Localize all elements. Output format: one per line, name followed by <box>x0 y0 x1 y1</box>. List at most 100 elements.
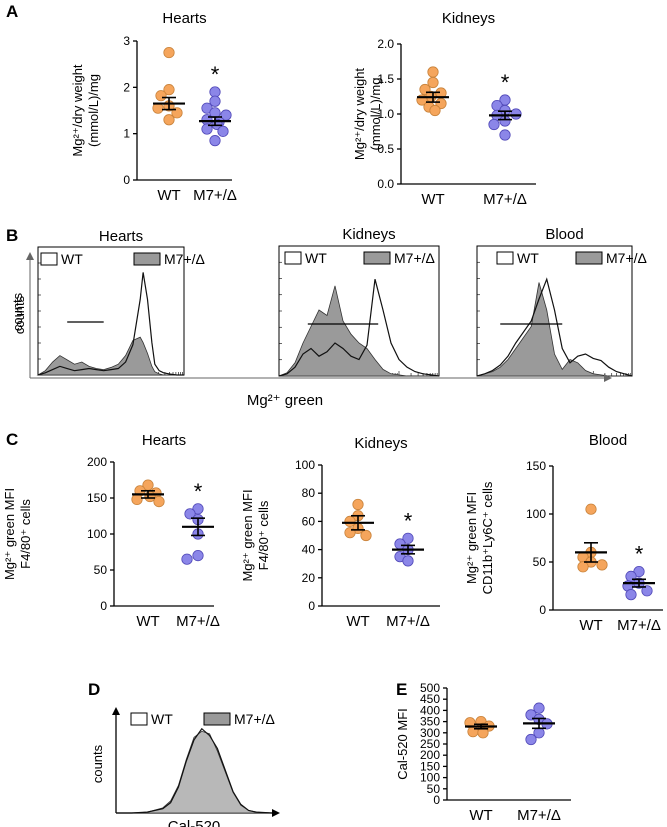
panel-label-e: E <box>396 680 407 699</box>
legend-label-m7: M7+/Δ <box>234 711 275 727</box>
histogram-b3: Blood WT M7+/Δ <box>476 226 647 377</box>
chart-title: Kidneys <box>354 435 407 452</box>
data-point-m7 <box>201 123 213 135</box>
chart-title: Kidneys <box>442 10 495 27</box>
y-tick-label: 50 <box>94 563 108 577</box>
data-point-wt <box>163 46 175 59</box>
y-axis-label-line: Mg²⁺/dry weight <box>70 64 85 156</box>
x-category-label: WT <box>136 613 159 630</box>
data-point-m7 <box>488 118 500 131</box>
histogram-title: Hearts <box>99 228 143 245</box>
series-m7-area <box>116 730 273 814</box>
y-tick-label: 40 <box>302 543 316 557</box>
y-axis-label-line: F4/80⁺ cells <box>18 499 33 569</box>
y-tick-label: 50 <box>427 782 441 796</box>
y-tick-label: 1.5 <box>377 72 394 86</box>
panel-label-b: B <box>6 226 18 245</box>
chart-title: Hearts <box>162 10 206 27</box>
legend-swatch-m7 <box>575 251 603 265</box>
data-point-m7 <box>181 553 193 565</box>
y-axis-label: Mg²⁺/dry weight(mmol/L)/mg <box>352 68 383 160</box>
legend-swatch-m7 <box>133 252 161 266</box>
x-category-label: WT <box>579 617 602 634</box>
x-category-label: WT <box>421 191 444 208</box>
y-tick-label: 1 <box>123 127 130 141</box>
data-point-m7 <box>201 114 213 126</box>
y-tick-label: 200 <box>420 748 440 762</box>
legend-label-m7: M7+/Δ <box>164 251 205 267</box>
significance-star: * <box>404 508 413 533</box>
histogram-title: Kidneys <box>342 226 395 243</box>
y-tick-label: 500 <box>420 681 440 695</box>
x-axis-arrow <box>272 809 280 817</box>
series-wt-line <box>37 272 184 376</box>
significance-star: * <box>635 542 644 567</box>
chart-title: Hearts <box>142 432 186 449</box>
y-axis-label: Mg²⁺ green MFIF4/80⁺ cells <box>240 489 271 581</box>
data-point-m7 <box>402 555 414 567</box>
y-tick-label: 100 <box>420 771 440 785</box>
histogram-b1: Hearts WT M7+/Δ counts <box>12 228 205 376</box>
x-category-label: M7+/Δ <box>483 191 527 208</box>
x-category-label: M7+/Δ <box>386 613 430 630</box>
legend-swatch-wt <box>284 251 302 265</box>
plots-layer: Hearts 0 1 2 3 Mg²⁺/dry weight(mmol/L)/mg WT M7… <box>2 10 663 827</box>
data-point-m7 <box>184 508 196 520</box>
panel-label-c: C <box>6 430 18 449</box>
y-axis-label-line: Mg²⁺ green MFI <box>464 492 479 584</box>
legend-label-m7: M7+/Δ <box>606 250 647 266</box>
y-tick-label: 0 <box>100 599 107 613</box>
panel-label-a: A <box>6 2 18 21</box>
y-axis-label-line: Cal-520 MFI <box>395 708 410 780</box>
x-category-label: WT <box>157 187 180 204</box>
data-point-wt <box>163 114 175 126</box>
histogram-b2: Kidneys WT M7+/Δ <box>278 226 440 377</box>
x-category-label: M7+/Δ <box>617 617 661 634</box>
y-tick-label: 150 <box>526 459 546 473</box>
data-point-wt <box>352 498 364 511</box>
counts-label: counts <box>10 292 25 331</box>
counts-axis-arrow <box>26 252 34 260</box>
data-point-wt <box>163 84 175 96</box>
series-wt-line <box>476 277 633 377</box>
data-point-wt <box>153 495 165 508</box>
chart-c3: Blood 0 50 100 150 Mg²⁺ green MFICD11b⁺Ly6C⁺ … <box>464 432 663 634</box>
y-tick-label: 2 <box>123 80 130 94</box>
data-point-wt <box>585 503 597 515</box>
legend-swatch-wt <box>130 712 148 726</box>
y-axis-label: Mg²⁺/dry weight(mmol/L)/mg <box>70 64 101 156</box>
y-tick-label: 0 <box>308 599 315 613</box>
histogram-d: WT M7+/Δ counts Cal-520 <box>90 707 280 827</box>
y-axis-label-line: CD11b⁺Ly6C⁺ cells <box>480 481 495 594</box>
series-wt-line <box>278 279 440 377</box>
legend-label-wt: WT <box>305 250 327 266</box>
y-tick-label: 80 <box>302 486 316 500</box>
legend-swatch-wt <box>496 251 514 265</box>
y-tick-label: 150 <box>420 759 440 773</box>
legend-swatch-m7 <box>203 712 231 726</box>
data-point-wt <box>427 66 439 78</box>
legend-label-m7: M7+/Δ <box>394 250 435 266</box>
series-m7-area <box>476 282 632 377</box>
series-wt-line <box>116 727 273 814</box>
data-point-wt <box>577 561 589 573</box>
legend-swatch-wt <box>40 252 58 266</box>
x-category-label: WT <box>469 807 492 824</box>
series-m7-area <box>278 285 439 377</box>
data-point-m7 <box>192 549 204 562</box>
chart-a1: Hearts 0 1 2 3 Mg²⁺/dry weight(mmol/L)/mg WT M7… <box>70 10 237 204</box>
y-tick-label: 0 <box>123 173 130 187</box>
y-axis-label: Mg²⁺ green MFICD11b⁺Ly6C⁺ cells <box>464 481 495 594</box>
y-tick-label: 300 <box>420 726 440 740</box>
y-tick-label: 350 <box>420 715 440 729</box>
significance-star: * <box>194 479 203 504</box>
y-axis-label: counts <box>90 744 105 783</box>
series-m7-area <box>36 336 184 376</box>
y-tick-label: 100 <box>526 507 546 521</box>
y-tick-label: 250 <box>420 737 440 751</box>
y-tick-label: 3 <box>123 34 130 48</box>
y-axis-label-line: Mg²⁺ green MFI <box>2 488 17 580</box>
data-point-m7 <box>209 95 221 107</box>
data-point-m7 <box>525 733 537 746</box>
y-tick-label: 0 <box>539 603 546 617</box>
